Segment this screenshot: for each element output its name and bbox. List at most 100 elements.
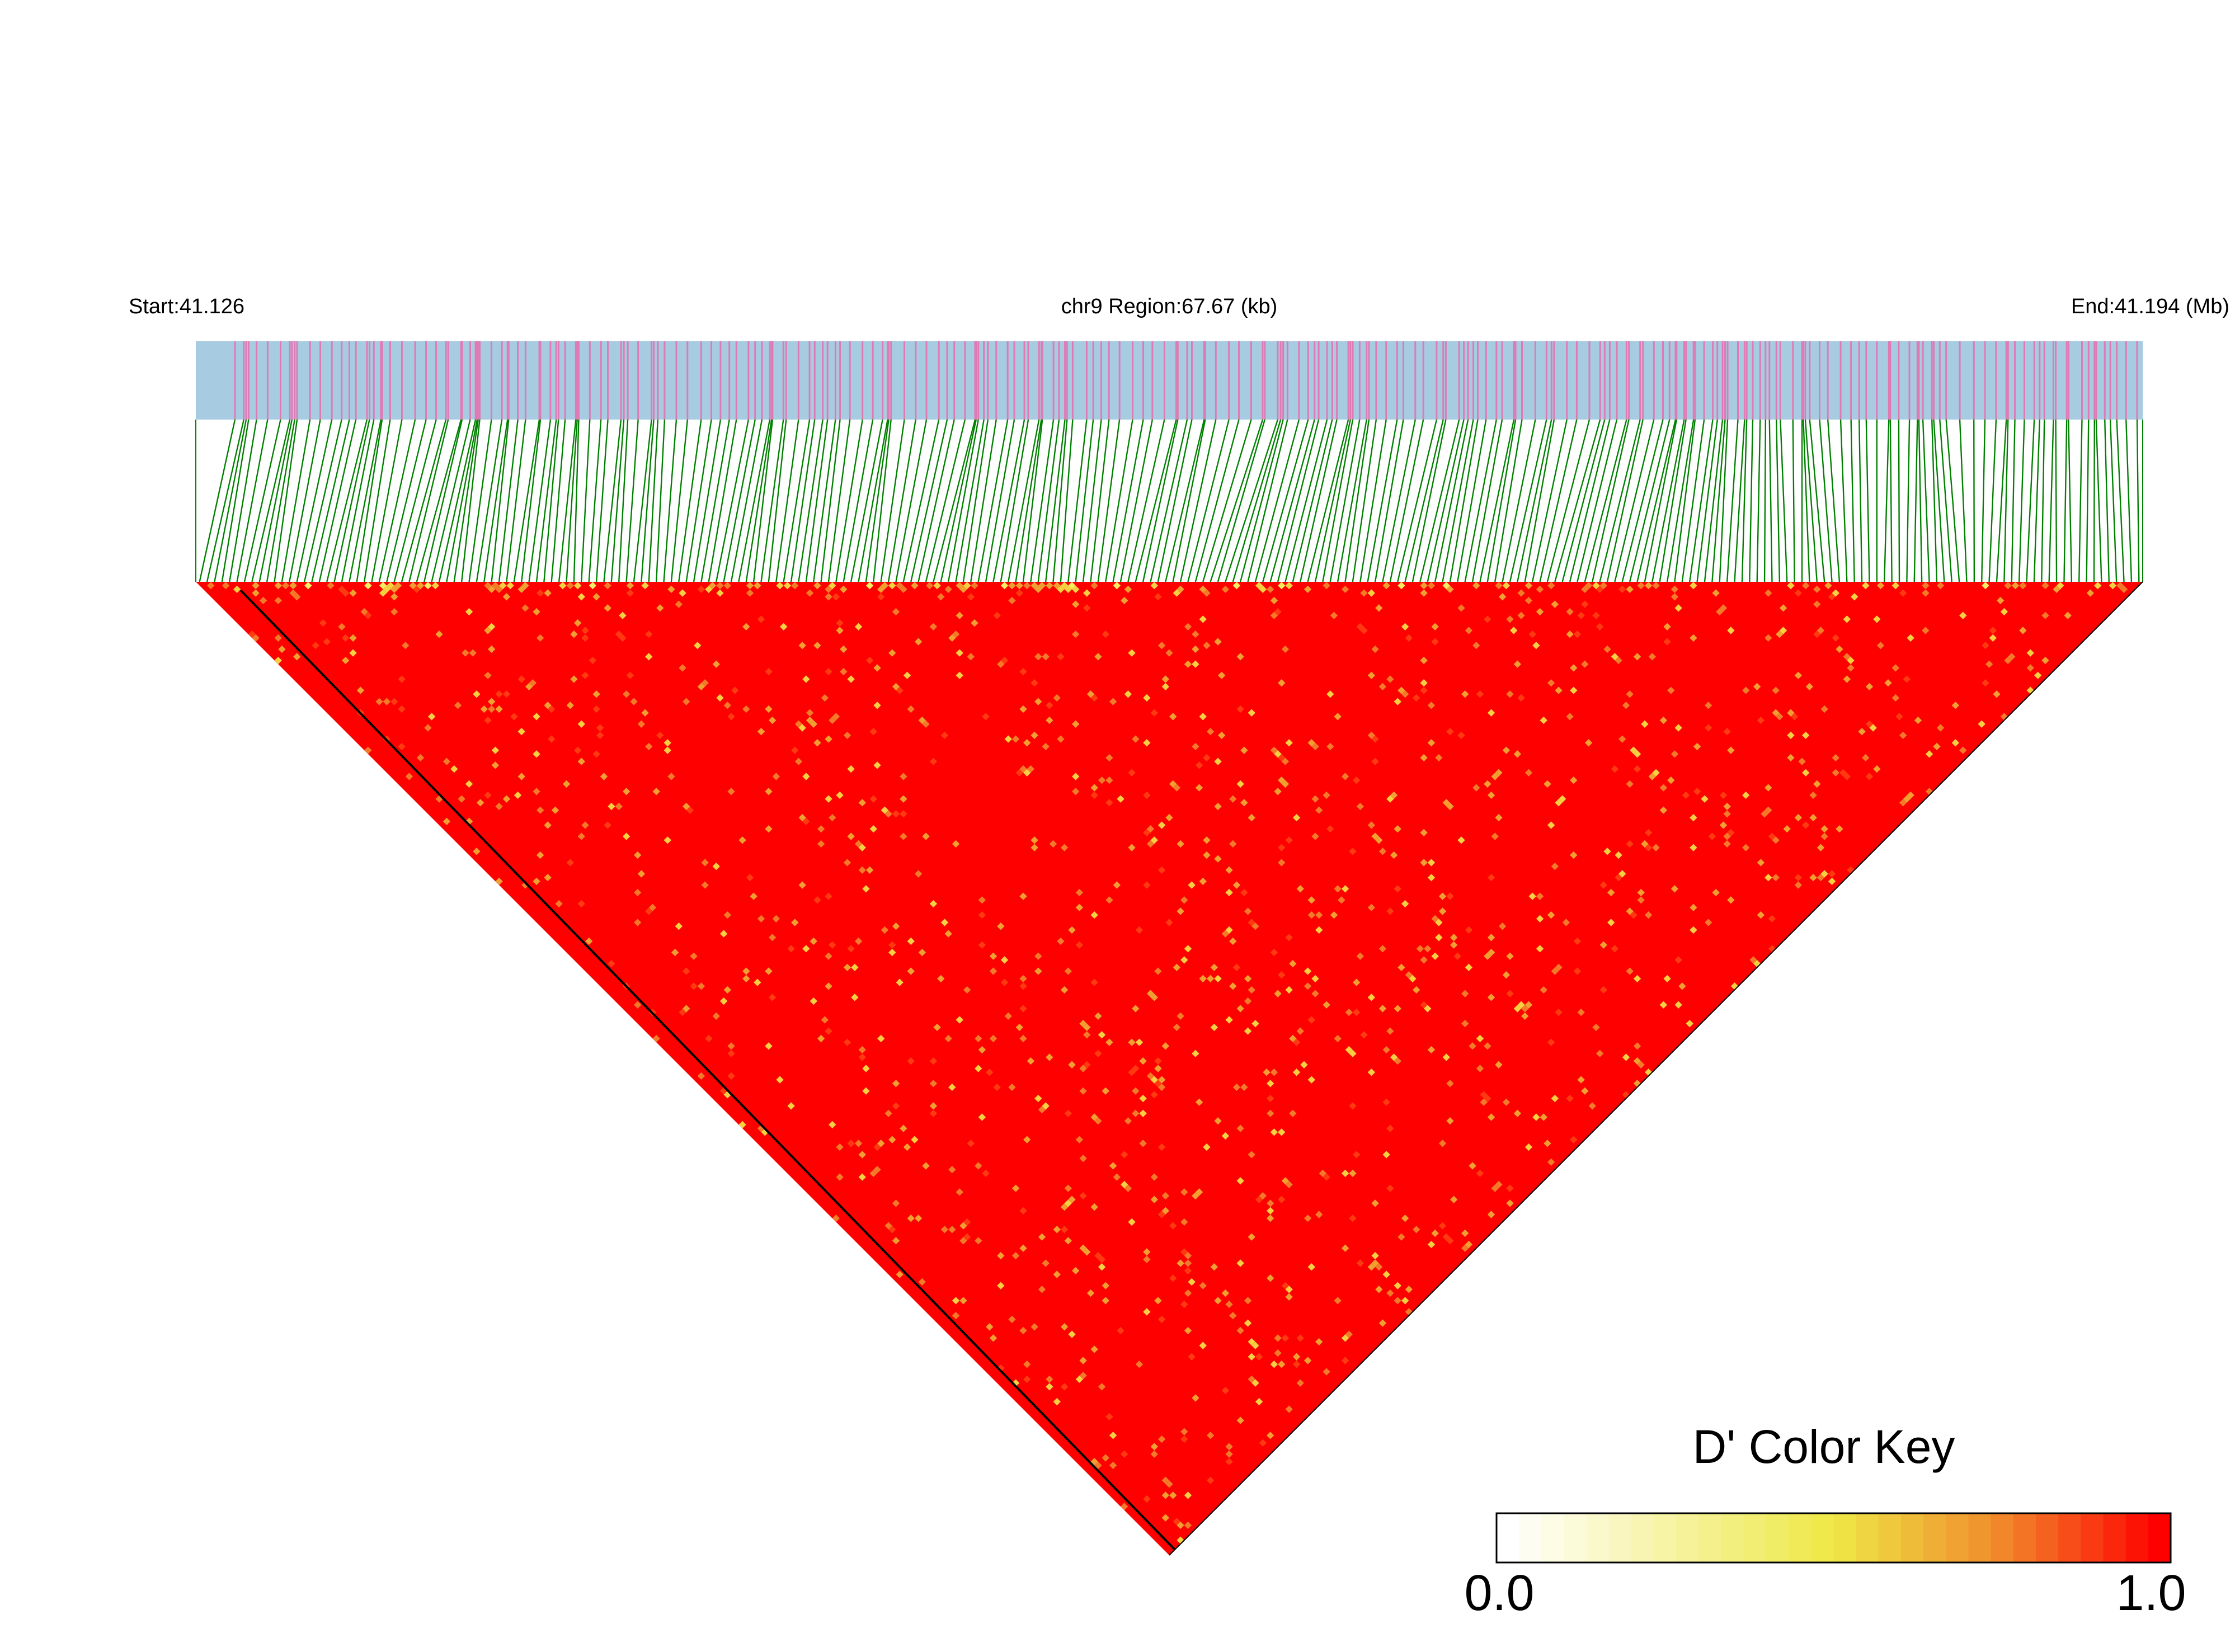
ld-cell (1236, 1259, 1244, 1267)
snp-connector (1307, 419, 1349, 582)
ld-cell (1375, 836, 1383, 844)
ld-cell (622, 690, 630, 698)
ld-cell (1820, 870, 1828, 878)
ld-cell (1031, 679, 1038, 687)
ld-cell (1626, 585, 1634, 594)
ld-cell (327, 582, 335, 590)
ld-cell (1438, 1140, 1447, 1147)
ld-cell (851, 963, 859, 971)
ld-cell (1072, 1267, 1080, 1275)
ld-cell (1712, 888, 1720, 897)
ld-cell (1158, 866, 1166, 874)
ld-cell (1008, 1083, 1016, 1091)
ld-cell (798, 881, 806, 889)
ld-cell (1031, 1323, 1038, 1331)
snp-connector (880, 419, 905, 582)
ld-cell (971, 582, 978, 590)
ld-cell (544, 821, 552, 829)
ld-cell (1072, 585, 1080, 594)
snp-connector (798, 419, 824, 582)
snp-connector (2003, 419, 2009, 582)
snp-connector (243, 419, 281, 582)
ld-cell (1427, 859, 1436, 867)
ld-cell (488, 623, 496, 630)
snp-connector (1726, 419, 1739, 582)
ld-cell (1375, 1263, 1383, 1271)
ld-cell (1394, 1005, 1401, 1013)
ld-cell (1581, 1087, 1589, 1095)
ld-cell (1465, 963, 1473, 971)
ld-cell (1570, 851, 1578, 859)
ld-cell (2004, 656, 2012, 665)
ld-cell (1865, 773, 1874, 780)
snp-connector (1165, 419, 1205, 582)
ld-cell (1891, 582, 1899, 590)
ld-cell (1229, 840, 1237, 848)
ld-cell (473, 690, 481, 698)
ld-cell (847, 832, 855, 840)
ld-cell (697, 683, 705, 691)
ld-cell (765, 667, 773, 676)
ld-cell (1000, 978, 1009, 986)
ld-cell (1851, 593, 1858, 601)
snp-connector (1599, 419, 1641, 582)
ld-cell (1000, 582, 1009, 590)
ld-cell (634, 851, 642, 859)
snp-connector (386, 419, 427, 582)
ld-cell (2109, 582, 2117, 590)
color-key-segment (1946, 1513, 1969, 1562)
ld-cell (1109, 1162, 1117, 1170)
ld-cell (645, 630, 653, 638)
ld-cell (1648, 773, 1656, 780)
snp-connector (333, 419, 370, 582)
ld-cell (1192, 1394, 1199, 1402)
ld-cell (1199, 1342, 1207, 1349)
ld-cell (1450, 1196, 1458, 1203)
ld-cell (1180, 1428, 1188, 1436)
snp-connector (1277, 419, 1320, 582)
ld-cell (1618, 870, 1626, 878)
ld-cell (829, 813, 836, 822)
ld-cell (765, 788, 773, 796)
ld-cell (847, 765, 855, 773)
ld-cell (394, 582, 402, 590)
ld-cell (1997, 596, 2005, 605)
ld-cell (1248, 709, 1255, 717)
ld-cell (1143, 1495, 1151, 1503)
ld-cell (1121, 1151, 1128, 1159)
ld-cell (1214, 1117, 1222, 1125)
ld-cell (862, 1087, 870, 1095)
ld-cell (1690, 926, 1697, 934)
ld-cell (1547, 679, 1555, 687)
ld-cell (1757, 716, 1765, 724)
ld-cell (1008, 582, 1016, 590)
ld-cell (1315, 1338, 1323, 1346)
ld-cell (865, 582, 874, 590)
snp-connector (670, 419, 689, 582)
ld-cell (813, 642, 821, 649)
ld-cell (900, 795, 907, 803)
ld-cell (1195, 761, 1203, 769)
snp-connector (648, 419, 659, 582)
snp-connector (925, 419, 966, 582)
ld-cell (1371, 1199, 1379, 1207)
ld-cell (1161, 1491, 1169, 1499)
snp-connector (341, 419, 375, 582)
ld-cell (274, 582, 282, 590)
ld-cell (1270, 611, 1278, 619)
ld-cell (1146, 990, 1155, 997)
ld-cell (997, 1282, 1005, 1289)
ld-cell (1315, 926, 1323, 934)
ld-cell (1663, 638, 1671, 646)
ld-cell (1453, 952, 1461, 960)
ld-cell (2094, 582, 2102, 590)
ld-cell (1221, 1386, 1230, 1395)
snp-connector (528, 419, 552, 582)
ld-cell (1019, 705, 1027, 713)
ld-cell (1345, 1330, 1353, 1338)
ld-cell (1570, 664, 1578, 672)
ld-cell (1034, 952, 1042, 960)
ld-cell (821, 694, 829, 702)
ld-cell (1768, 915, 1776, 923)
ld-cell (1203, 754, 1211, 762)
